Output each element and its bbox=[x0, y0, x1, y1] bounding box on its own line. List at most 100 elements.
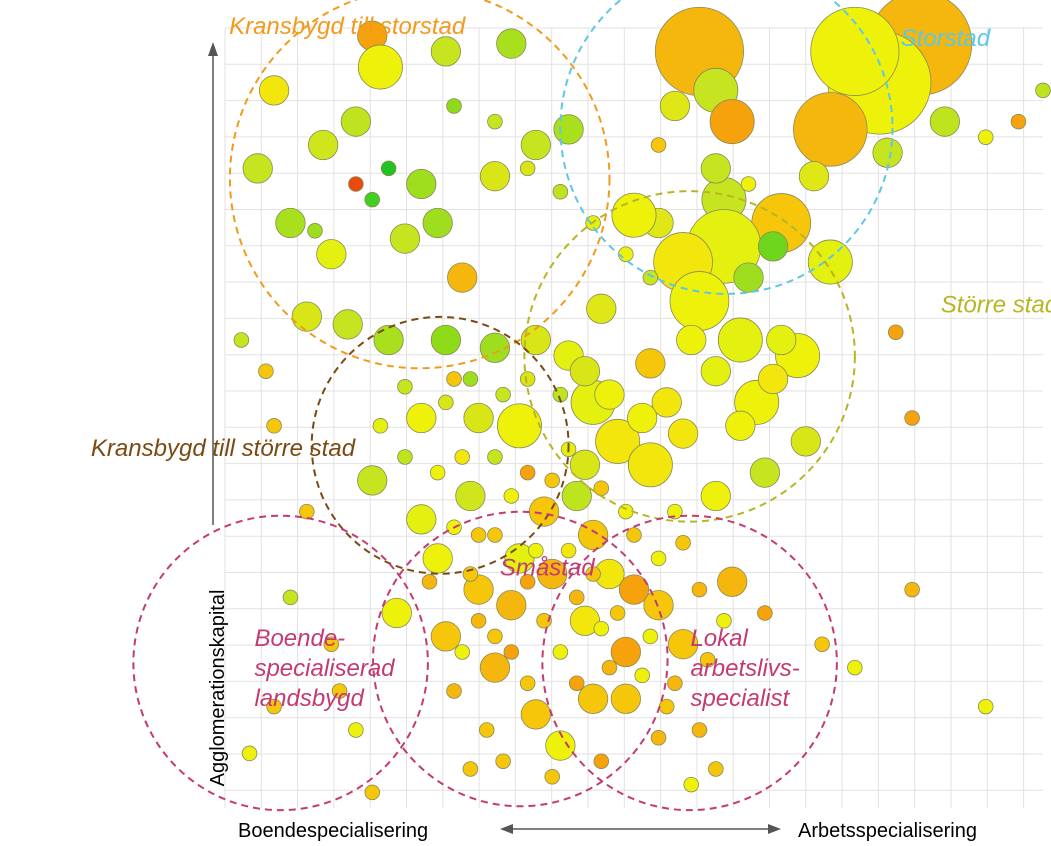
data-bubble bbox=[357, 44, 403, 90]
data-bubble bbox=[757, 605, 773, 621]
data-bubble bbox=[561, 480, 592, 512]
data-bubble bbox=[389, 223, 421, 254]
data-bubble bbox=[929, 106, 960, 137]
data-bubble bbox=[372, 418, 389, 434]
data-bubble bbox=[887, 324, 904, 340]
data-bubble bbox=[733, 262, 764, 293]
data-bubble bbox=[717, 317, 763, 363]
data-bubble bbox=[593, 753, 610, 769]
data-bubble bbox=[478, 722, 495, 738]
region-label-kransbygdstorrestad: Kransbygd till större stad bbox=[91, 435, 356, 462]
region-label-storrestad: Större stad bbox=[941, 292, 1051, 319]
data-bubble bbox=[650, 137, 667, 153]
data-bubble bbox=[553, 114, 584, 145]
data-bubble bbox=[422, 543, 453, 574]
data-bubble bbox=[496, 28, 527, 59]
data-bubble bbox=[454, 449, 470, 465]
data-bubble bbox=[537, 558, 568, 590]
data-bubble bbox=[595, 418, 641, 464]
data-bubble bbox=[406, 168, 437, 200]
region-label-line: Småstad bbox=[500, 555, 595, 582]
data-bubble bbox=[487, 628, 503, 645]
data-bubble bbox=[725, 410, 756, 441]
data-bubble bbox=[790, 426, 821, 457]
data-bubble bbox=[487, 527, 503, 543]
data-bubble bbox=[308, 129, 339, 161]
region-label-line: specialiserad bbox=[254, 655, 395, 682]
data-bubble bbox=[429, 464, 446, 481]
data-bubble bbox=[635, 348, 666, 379]
data-bubble bbox=[586, 293, 617, 324]
data-bubble bbox=[430, 36, 461, 67]
data-bubble bbox=[364, 784, 381, 801]
data-bubble bbox=[847, 659, 863, 676]
data-bubble bbox=[1010, 113, 1027, 130]
region-label-lokal: Lokal arbetslivs-specialist bbox=[690, 625, 799, 712]
cluster-regions: Kransbygd till storstad Storstad Större st… bbox=[91, 0, 1051, 812]
y-axis-arrowhead bbox=[208, 42, 218, 56]
y-axis-label: Agglomerationskapital bbox=[207, 590, 229, 787]
region-circle-storstad bbox=[559, 0, 894, 295]
data-bubble bbox=[455, 480, 486, 512]
data-bubble bbox=[766, 324, 797, 356]
data-bubble bbox=[651, 387, 682, 418]
data-bubble bbox=[552, 184, 569, 200]
data-bubble bbox=[977, 129, 994, 145]
data-bubble bbox=[691, 722, 708, 738]
data-bubble bbox=[667, 675, 683, 691]
data-bubble bbox=[700, 480, 731, 512]
data-bubble bbox=[275, 207, 306, 239]
data-bubble bbox=[430, 621, 461, 652]
region-label-boende: Boende-specialiserad landsbygd bbox=[254, 625, 395, 712]
data-bubble bbox=[977, 698, 994, 715]
data-bubble bbox=[609, 605, 626, 621]
data-bubble bbox=[348, 722, 364, 738]
data-bubble bbox=[373, 324, 404, 356]
data-bubble bbox=[406, 504, 437, 535]
data-bubble bbox=[495, 753, 511, 769]
data-bubble bbox=[593, 480, 610, 496]
data-bubble bbox=[463, 402, 494, 434]
data-bubble bbox=[397, 379, 413, 395]
data-bubble bbox=[520, 129, 551, 161]
data-bubble bbox=[667, 503, 683, 520]
data-bubble bbox=[716, 613, 732, 629]
data-bubble bbox=[667, 418, 699, 449]
data-bubble bbox=[462, 761, 479, 777]
data-bubble bbox=[593, 620, 610, 637]
data-bubble bbox=[708, 761, 724, 777]
data-bubble bbox=[519, 160, 536, 177]
data-bubble bbox=[757, 363, 789, 395]
data-bubble bbox=[814, 636, 830, 652]
region-label-line: specialist bbox=[690, 685, 790, 712]
data-bubble bbox=[683, 776, 700, 793]
bubbles bbox=[233, 0, 1051, 801]
data-bubble bbox=[446, 371, 462, 387]
data-bubble bbox=[717, 566, 748, 597]
data-bubble bbox=[519, 371, 536, 387]
data-bubble bbox=[463, 574, 494, 605]
data-bubble bbox=[430, 324, 461, 356]
data-bubble bbox=[380, 160, 397, 177]
data-bubble bbox=[659, 90, 691, 122]
data-bubble bbox=[282, 589, 299, 606]
data-bubble bbox=[519, 464, 536, 481]
data-bubble bbox=[709, 99, 755, 145]
data-bubble bbox=[487, 113, 503, 130]
data-bubble bbox=[650, 550, 667, 567]
data-bubble bbox=[568, 675, 585, 691]
data-bubble bbox=[610, 683, 641, 714]
data-bubble bbox=[454, 644, 470, 660]
region-label-line: Större stad bbox=[941, 292, 1051, 319]
data-bubble bbox=[258, 75, 290, 106]
data-bubble bbox=[331, 683, 348, 699]
data-bubble bbox=[1035, 82, 1051, 99]
data-bubble bbox=[470, 613, 487, 629]
data-bubble bbox=[700, 153, 731, 184]
region-circle-storrestad bbox=[523, 190, 856, 523]
data-bubble bbox=[381, 597, 412, 629]
data-bubble bbox=[470, 527, 487, 543]
data-bubble bbox=[519, 675, 536, 691]
data-bubble bbox=[332, 309, 363, 340]
data-bubble bbox=[520, 324, 551, 356]
